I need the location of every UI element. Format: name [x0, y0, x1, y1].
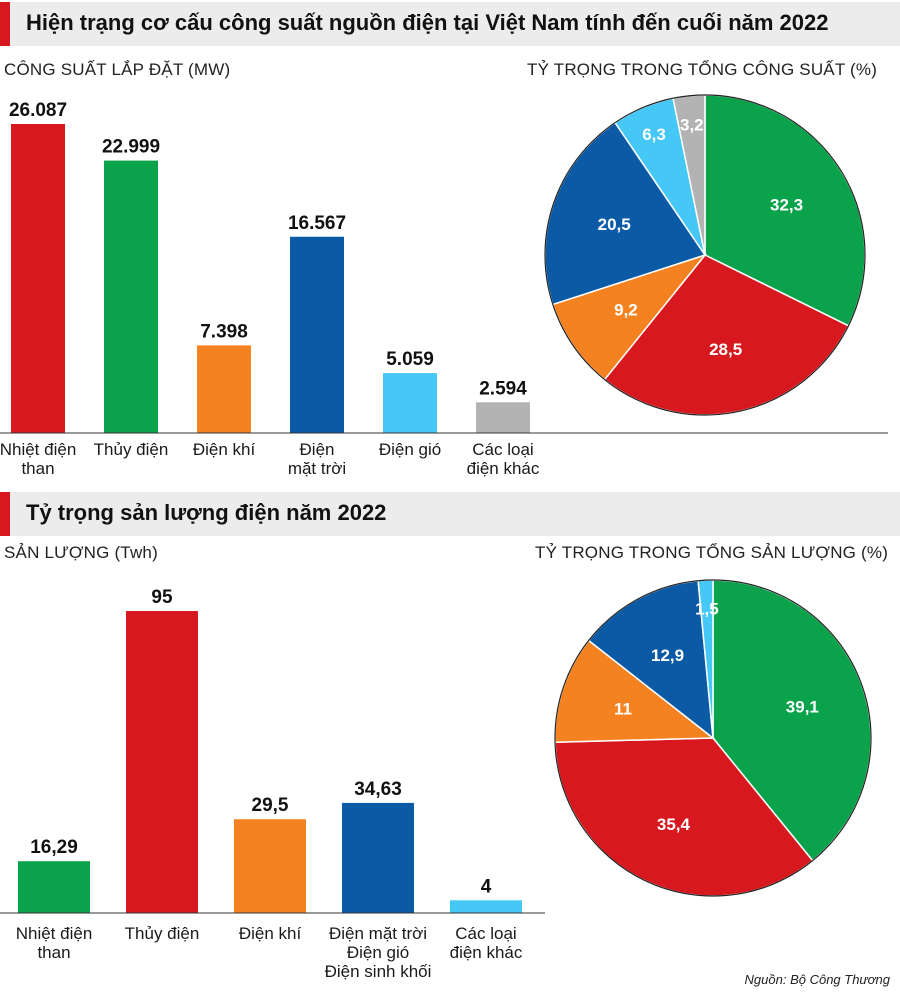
capacity-bar-title: CÔNG SUẤT LẮP ĐẶT (MW): [4, 60, 231, 79]
pie-slice-label: 39,1: [786, 697, 819, 716]
pie-slice-label: 6,3: [642, 125, 666, 144]
bar-value-label: 5.059: [386, 349, 434, 370]
category-label: Thủy điện: [125, 924, 200, 943]
section2-accent: [0, 492, 10, 536]
pie-slice-label: 3,2: [680, 115, 704, 134]
category-label: Điện mặt trời: [329, 924, 427, 943]
bar-value-label: 16.567: [288, 213, 346, 234]
category-label: điện khác: [467, 459, 540, 478]
category-label: than: [21, 459, 54, 478]
bar-0-3: [290, 236, 344, 433]
category-label: điện khác: [450, 943, 523, 962]
category-label: Điện khí: [239, 924, 302, 943]
pie-slice-label: 9,2: [614, 300, 638, 319]
capacity-pie-chart: 32,3 28,5 9,2 20,5 6,3 3,2: [544, 94, 866, 416]
pie-slice-label: 28,5: [709, 340, 742, 359]
bar-value-label: 7.398: [200, 321, 248, 342]
pie-slice-label: 1,5: [695, 600, 719, 619]
bar-0-4: [383, 373, 437, 433]
category-label: than: [37, 943, 70, 962]
bar-value-label: 34,63: [354, 779, 402, 800]
category-label: Điện khí: [193, 440, 256, 459]
category-label: Thủy điện: [94, 440, 169, 459]
bar-0-2: [197, 345, 251, 433]
output-bar-title: SẢN LƯỢNG (Twh): [4, 543, 158, 562]
category-label: mặt trời: [288, 459, 346, 478]
bar-value-label: 4: [481, 876, 492, 897]
bar-2-2: [234, 819, 306, 913]
bar-value-label: 95: [151, 587, 173, 608]
source-note: Nguồn: Bộ Công Thương: [744, 972, 890, 987]
pie-slice-label: 20,5: [598, 215, 631, 234]
pie-outline: [544, 94, 866, 416]
category-label: Điện gió: [379, 440, 441, 459]
bar-value-label: 16,29: [30, 837, 78, 858]
section1-title: Hiện trạng cơ cấu công suất nguồn điện t…: [26, 10, 829, 35]
section1-header: Hiện trạng cơ cấu công suất nguồn điện t…: [0, 2, 900, 46]
bar-value-label: 29,5: [252, 795, 289, 816]
capacity-pie-title: TỶ TRỌNG TRONG TỔNG CÔNG SUẤT (%): [527, 60, 878, 79]
bar-0-5: [476, 402, 530, 433]
bar-2-3: [342, 802, 414, 913]
section2-title: Tỷ trọng sản lượng điện năm 2022: [26, 500, 387, 525]
category-label: Điện: [300, 440, 335, 459]
bar-value-label: 26.087: [9, 100, 67, 121]
bar-2-1: [126, 611, 198, 913]
bar-0-1: [104, 160, 158, 433]
bar-value-label: 2.594: [479, 378, 527, 399]
category-label: Nhiệt điện: [0, 440, 76, 459]
category-label: Nhiệt điện: [16, 924, 93, 943]
pie-slice-label: 11: [614, 699, 632, 718]
category-label: Điện sinh khối: [325, 962, 432, 981]
bar-2-0: [18, 861, 90, 913]
bar-2-4: [450, 900, 522, 913]
section1-accent: [0, 2, 10, 46]
section2-header: Tỷ trọng sản lượng điện năm 2022: [0, 492, 900, 536]
category-label: Điện gió: [347, 943, 409, 962]
pie-slice-label: 12,9: [651, 646, 684, 665]
pie-slice-label: 35,4: [657, 815, 691, 834]
pie-outline: [554, 579, 872, 897]
bar-value-label: 22.999: [102, 137, 160, 158]
bar-0-0: [11, 124, 65, 433]
pie-slice-label: 32,3: [770, 195, 803, 214]
output-pie-chart: 39,1 35,4 11 12,9 1,5: [554, 579, 872, 897]
output-pie-title: TỶ TRỌNG TRONG TỔNG SẢN LƯỢNG (%): [535, 543, 889, 562]
category-label: Các loại: [455, 924, 516, 943]
category-label: Các loại: [472, 440, 533, 459]
